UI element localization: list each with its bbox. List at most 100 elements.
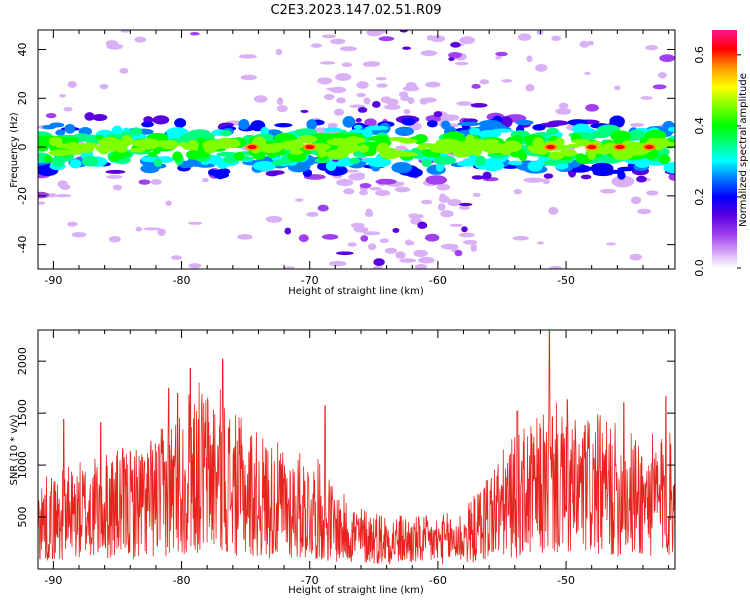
- heatmap-cell: [495, 51, 508, 57]
- heatmap-cell: [339, 46, 358, 52]
- heatmap-cell: [425, 175, 448, 185]
- heatmap-cell: [54, 194, 72, 198]
- heatmap-cell: [372, 266, 384, 269]
- heatmap-cell: [69, 159, 82, 169]
- heatmap-cell: [333, 108, 345, 116]
- heatmap-cell: [551, 35, 562, 42]
- heatmap-cell: [555, 107, 572, 115]
- heatmap-cell: [478, 119, 502, 128]
- heatmap-cell: [442, 114, 460, 122]
- heatmap-cell: [314, 127, 328, 133]
- heatmap-cell: [399, 30, 408, 33]
- heatmap-cell: [44, 155, 53, 163]
- heatmap-cell: [363, 97, 371, 105]
- heatmap-cell: [120, 30, 131, 33]
- heatmap-cell: [95, 134, 104, 141]
- heatmap-cell: [353, 124, 363, 130]
- heatmap-cell: [134, 36, 147, 43]
- heatmap-cell: [317, 204, 329, 212]
- heatmap-cell: [359, 183, 372, 189]
- heatmap-cell: [414, 264, 428, 269]
- y-tick-label: 1000: [16, 451, 29, 479]
- heatmap-cell: [414, 137, 424, 145]
- heatmap-cell: [247, 145, 257, 150]
- heatmap-cell: [378, 36, 395, 42]
- colorbar-label: Normalized spectral amplitude: [738, 73, 749, 227]
- x-tick-label: -70: [301, 274, 319, 287]
- heatmap-cell: [356, 81, 369, 89]
- heatmap-cell: [546, 145, 556, 150]
- heatmap-cell: [130, 139, 152, 147]
- colorbar: 0.0 0.2 0.4 0.6 Normalized spectral amplitu…: [693, 30, 749, 277]
- heatmap-cell: [401, 117, 416, 126]
- colorbar-ticks: 0.0 0.2 0.4 0.6: [693, 46, 741, 277]
- heatmap-cell: [637, 208, 652, 215]
- heatmap-cell: [645, 45, 658, 51]
- heatmap-cell: [321, 34, 337, 39]
- heatmap-cell: [349, 157, 361, 164]
- heatmap-cell: [330, 38, 346, 45]
- heatmap-cell: [454, 249, 463, 257]
- heatmap-cell: [375, 77, 387, 81]
- heatmap-cell: [435, 162, 444, 172]
- heatmap-cell: [656, 141, 675, 148]
- heatmap-cell: [74, 146, 85, 155]
- y-tick-label: 500: [16, 507, 29, 528]
- heatmap-cell: [394, 126, 414, 137]
- heatmap-cell: [106, 43, 123, 50]
- heatmap-cell: [82, 155, 99, 167]
- snr-y-axis-label: SNR (10 * v/v): [9, 414, 20, 485]
- heatmap-cell: [587, 145, 597, 150]
- spectrogram-panel: -90 -80 -70 -60 -50 -40 -20 0 20 40 Height of st…: [9, 29, 676, 297]
- heatmap-cell: [470, 103, 488, 108]
- colorbar-tick-label: 0.2: [693, 188, 706, 206]
- heatmap-cell: [572, 123, 591, 135]
- heatmap-cell: [399, 258, 417, 263]
- heatmap-cell: [611, 175, 635, 188]
- spectrogram-y-ticks: -40 -20 0 20 40: [16, 43, 675, 254]
- heatmap-cell: [218, 168, 231, 175]
- heatmap-cell: [297, 135, 318, 144]
- heatmap-cell: [629, 253, 643, 261]
- heatmap-cell: [379, 238, 389, 244]
- x-tick-label: -70: [301, 574, 319, 587]
- heatmap-cell: [420, 50, 438, 57]
- heatmap-cell: [119, 67, 129, 74]
- heatmap-cell: [517, 33, 532, 41]
- heatmap-cell: [174, 118, 187, 128]
- heatmap-cell: [461, 226, 468, 233]
- heatmap-cell: [84, 112, 95, 121]
- heatmap-cell: [630, 196, 642, 205]
- heatmap-cell: [459, 36, 476, 45]
- heatmap-cell: [419, 97, 429, 105]
- heatmap-cell: [477, 129, 502, 139]
- heatmap-cell: [130, 127, 143, 136]
- heatmap-cell: [48, 149, 72, 157]
- heatmap-cell: [375, 189, 391, 197]
- heatmap-cell: [457, 121, 481, 127]
- heatmap-cell: [55, 129, 66, 136]
- y-tick-label: 20: [16, 91, 29, 105]
- heatmap-cell: [390, 150, 411, 157]
- heatmap-cell: [63, 106, 73, 112]
- colorbar-gradient: [712, 30, 737, 268]
- heatmap-cell: [417, 221, 428, 229]
- heatmap-cell: [398, 138, 418, 144]
- heatmap-cell: [317, 148, 327, 158]
- heatmap-cell: [253, 95, 268, 103]
- heatmap-cell: [100, 142, 118, 152]
- x-tick-label: -60: [429, 274, 447, 287]
- heatmap-cell: [537, 241, 544, 245]
- heatmap-cell: [343, 188, 355, 195]
- heatmap-cell: [659, 54, 675, 63]
- heatmap-cell: [548, 266, 563, 269]
- x-tick-label: -90: [44, 574, 62, 587]
- heatmap-cell: [405, 239, 412, 246]
- heatmap-cell: [481, 142, 506, 154]
- heatmap-cell: [449, 223, 463, 227]
- heatmap-cell: [482, 171, 492, 180]
- heatmap-cell: [364, 118, 377, 127]
- heatmap-cell: [265, 170, 279, 177]
- heatmap-cell: [436, 183, 451, 191]
- heatmap-cell: [359, 189, 369, 196]
